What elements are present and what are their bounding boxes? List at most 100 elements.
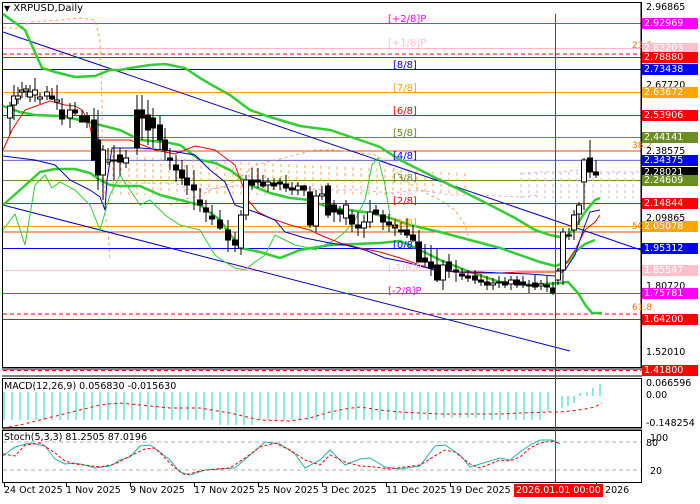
candle-body[interactable]: [502, 281, 508, 286]
candle-body[interactable]: [283, 183, 289, 189]
candle-body[interactable]: [478, 279, 484, 283]
candle-body[interactable]: [555, 270, 561, 281]
dropdown-triangle-icon[interactable]: ▼: [4, 4, 11, 13]
candle-body[interactable]: [59, 109, 65, 120]
candle-body[interactable]: [571, 214, 577, 231]
candle-body[interactable]: [44, 91, 50, 97]
candle-body[interactable]: [37, 96, 43, 100]
candle-body[interactable]: [490, 282, 496, 286]
candle-body[interactable]: [111, 159, 117, 162]
candle-body[interactable]: [173, 164, 179, 171]
candle-body[interactable]: [54, 99, 60, 103]
candle-body[interactable]: [271, 182, 277, 187]
candle-body[interactable]: [209, 215, 215, 220]
candle-body[interactable]: [191, 184, 197, 191]
candle-body[interactable]: [139, 109, 145, 119]
candle-body[interactable]: [416, 241, 422, 263]
candle-body[interactable]: [179, 169, 185, 179]
price-level-tag[interactable]: 2.83203: [642, 43, 698, 54]
candle-body[interactable]: [428, 261, 434, 269]
candle-body[interactable]: [265, 181, 271, 186]
candle-body[interactable]: [581, 159, 587, 183]
candle-body[interactable]: [32, 89, 38, 96]
candle-body[interactable]: [465, 275, 471, 279]
candle-body[interactable]: [117, 154, 123, 163]
candle-body[interactable]: [255, 179, 261, 183]
candle-body[interactable]: [277, 181, 283, 185]
price-level-tag[interactable]: 2.78880: [642, 52, 698, 63]
price-level-tag[interactable]: 2.14844: [642, 198, 698, 209]
candle-body[interactable]: [392, 224, 398, 229]
candle-body[interactable]: [484, 281, 490, 286]
candle-body[interactable]: [313, 195, 319, 227]
candle-body[interactable]: [11, 95, 17, 106]
candle-body[interactable]: [23, 88, 29, 92]
candle-body[interactable]: [123, 157, 129, 164]
candle-body[interactable]: [249, 179, 255, 186]
candle-body[interactable]: [576, 204, 582, 215]
candle-body[interactable]: [440, 264, 446, 281]
candle-body[interactable]: [410, 234, 416, 241]
price-level-tag[interactable]: 1.41800: [642, 365, 698, 376]
candle-body[interactable]: [49, 95, 55, 100]
candle-body[interactable]: [145, 114, 151, 131]
candle-body[interactable]: [79, 115, 85, 123]
price-level-tag[interactable]: 2.05078: [642, 221, 698, 232]
candle-body[interactable]: [72, 109, 78, 114]
candle-body[interactable]: [100, 149, 106, 176]
candle-body[interactable]: [560, 231, 566, 271]
candle-body[interactable]: [373, 209, 379, 215]
price-level-tag[interactable]: 1.95312: [642, 243, 698, 254]
candle-body[interactable]: [67, 109, 73, 119]
candle-body[interactable]: [150, 117, 156, 129]
channel-upper-line[interactable]: [2, 31, 642, 251]
candle-body[interactable]: [566, 234, 572, 237]
candle-body[interactable]: [225, 229, 231, 241]
price-level-tag[interactable]: 2.92969: [642, 18, 698, 29]
price-level-tag[interactable]: 2.34375: [642, 155, 698, 166]
candle-body[interactable]: [520, 281, 526, 286]
candle-body[interactable]: [7, 105, 13, 119]
candle-body[interactable]: [301, 185, 307, 191]
candle-body[interactable]: [349, 214, 355, 225]
candle-body[interactable]: [538, 283, 544, 287]
candle-body[interactable]: [243, 179, 249, 216]
candle-body[interactable]: [422, 257, 428, 263]
price-level-tag[interactable]: 1.85547: [642, 265, 698, 276]
candle-body[interactable]: [472, 275, 478, 281]
candle-body[interactable]: [380, 214, 386, 223]
candle-body[interactable]: [343, 204, 349, 219]
price-level-tag[interactable]: 2.63672: [642, 87, 698, 98]
candle-body[interactable]: [526, 284, 532, 287]
candle-body[interactable]: [197, 199, 203, 206]
candle-body[interactable]: [232, 239, 238, 246]
price-level-tag[interactable]: 2.28021: [642, 167, 698, 178]
candle-body[interactable]: [157, 124, 163, 141]
candle-body[interactable]: [105, 159, 111, 163]
candle-body[interactable]: [446, 261, 452, 271]
candle-body[interactable]: [398, 229, 404, 233]
channel-lower-line[interactable]: [2, 204, 571, 352]
candle-body[interactable]: [325, 185, 331, 216]
price-level-tag[interactable]: 2.44141: [642, 132, 698, 143]
price-level-tag[interactable]: 2.73438: [642, 64, 698, 75]
candle-body[interactable]: [217, 219, 223, 229]
candle-body[interactable]: [453, 269, 459, 273]
candle-body[interactable]: [544, 284, 550, 288]
candle-body[interactable]: [134, 109, 140, 149]
candle-body[interactable]: [295, 185, 301, 191]
candle-body[interactable]: [337, 209, 343, 215]
candle-body[interactable]: [508, 279, 514, 285]
price-level-tag[interactable]: 2.53906: [642, 110, 698, 121]
candle-body[interactable]: [587, 157, 593, 173]
candle-body[interactable]: [184, 177, 190, 186]
candle-body[interactable]: [532, 282, 538, 288]
candle-body[interactable]: [459, 273, 465, 277]
candle-body[interactable]: [203, 207, 209, 213]
candle-body[interactable]: [289, 187, 295, 191]
candle-body[interactable]: [162, 139, 168, 151]
candle-body[interactable]: [550, 287, 556, 294]
chart-title[interactable]: ▼ XRPUSD,Daily: [4, 3, 83, 14]
candle-body[interactable]: [355, 224, 361, 229]
